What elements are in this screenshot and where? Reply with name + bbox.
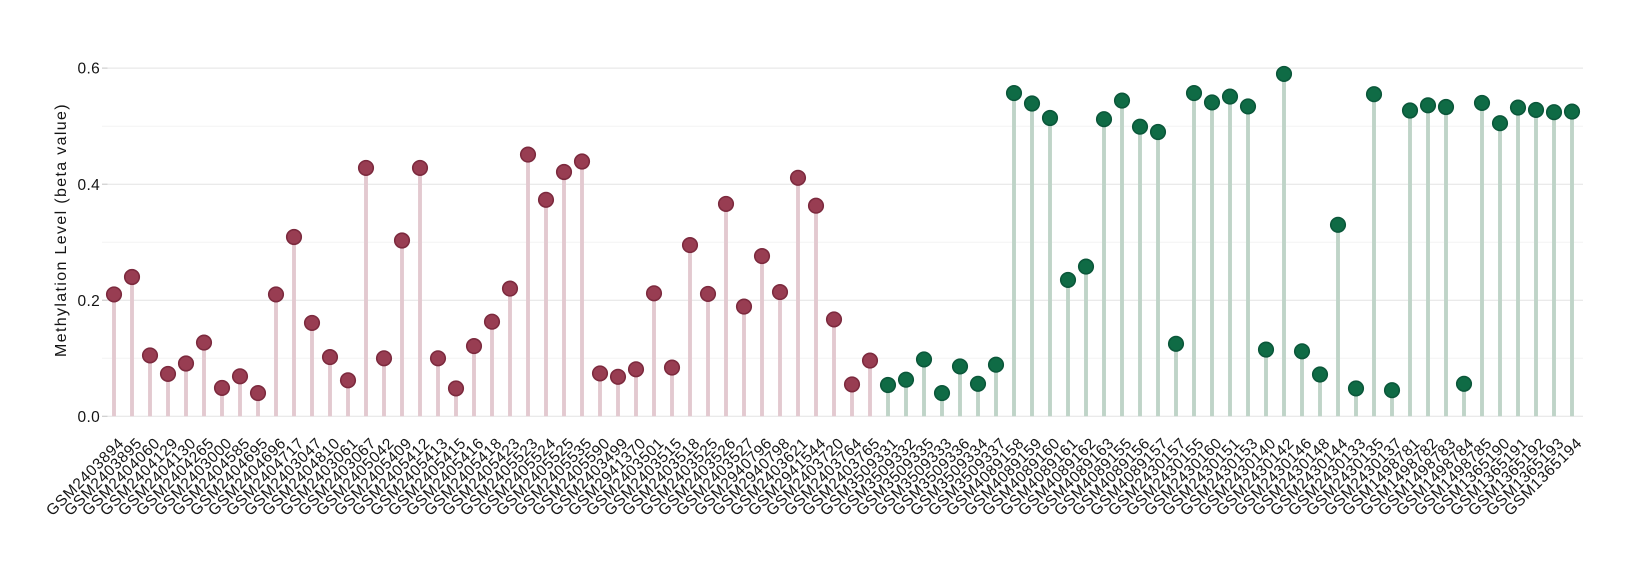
- svg-text:0.4: 0.4: [78, 177, 101, 194]
- svg-text:0.6: 0.6: [78, 61, 100, 78]
- svg-text:0.0: 0.0: [78, 409, 101, 426]
- svg-text:0.2: 0.2: [78, 293, 100, 310]
- svg-text:Methylation Level (beta value): Methylation Level (beta value): [53, 103, 70, 357]
